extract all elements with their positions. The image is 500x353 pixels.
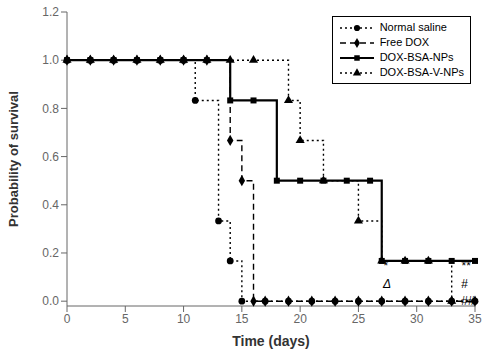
svg-text:Probability of survival: Probability of survival xyxy=(8,91,21,227)
svg-text:25: 25 xyxy=(352,312,366,326)
svg-text:1.2: 1.2 xyxy=(42,5,59,19)
svg-text:0.6: 0.6 xyxy=(42,150,59,164)
svg-text:15: 15 xyxy=(235,312,249,326)
html-text:Free DOX: Free DOX xyxy=(379,36,430,48)
svg-text:30: 30 xyxy=(410,312,424,326)
svg-text:5: 5 xyxy=(122,312,129,326)
svg-text:#: # xyxy=(461,277,468,291)
svg-text:##: ## xyxy=(461,294,475,308)
svg-text:*: * xyxy=(383,259,388,273)
svg-text:10: 10 xyxy=(177,312,191,326)
html-text:Normal saline: Normal saline xyxy=(379,21,447,33)
svg-text:Δ: Δ xyxy=(382,277,391,291)
svg-text:**: ** xyxy=(461,259,471,273)
svg-text:0.2: 0.2 xyxy=(42,246,59,260)
svg-text:20: 20 xyxy=(293,312,307,326)
svg-text:0.4: 0.4 xyxy=(42,198,59,212)
svg-text:Time (days): Time (days) xyxy=(232,333,310,349)
svg-text:1.0: 1.0 xyxy=(42,53,59,67)
html-text:DOX-BSA-V-NPs: DOX-BSA-V-NPs xyxy=(379,66,464,78)
html-text:DOX-BSA-NPs: DOX-BSA-NPs xyxy=(379,51,454,63)
svg-text:35: 35 xyxy=(468,312,482,326)
svg-text:0.8: 0.8 xyxy=(42,102,59,116)
svg-text:0: 0 xyxy=(64,312,71,326)
svg-text:0.0: 0.0 xyxy=(42,294,59,308)
